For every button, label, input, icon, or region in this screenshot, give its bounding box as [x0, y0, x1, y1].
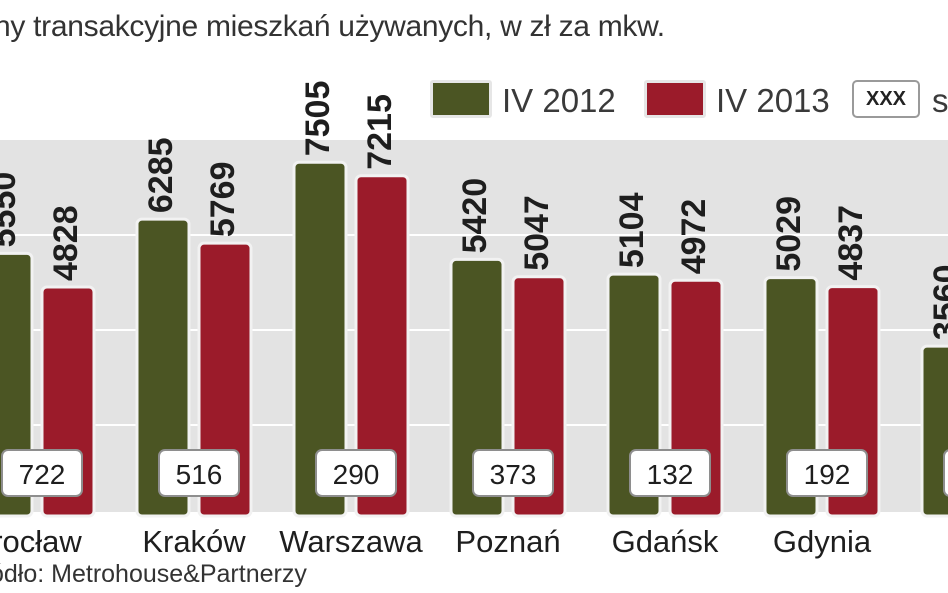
- bar-value-label: 5769: [204, 162, 242, 238]
- count-boxes: 7225162903731321921: [1, 449, 948, 497]
- category-label: Warszawa: [279, 524, 423, 559]
- bar-value-label: 5029: [770, 196, 808, 272]
- count-box-value: 132: [647, 459, 694, 490]
- legend-label-2013: IV 2013: [716, 82, 830, 119]
- bar-value-label: 7215: [361, 94, 399, 170]
- count-box: [786, 449, 868, 497]
- bar-value-label: 7505: [299, 81, 337, 157]
- category-label: Poznań: [455, 524, 560, 559]
- count-box-value: 373: [490, 459, 537, 490]
- category-label: Gdynia: [773, 524, 872, 559]
- legend-box-label: s: [932, 82, 948, 119]
- bar-2012: [135, 217, 191, 518]
- legend: IV 2012 IV 2013 XXX s: [0, 0, 948, 140]
- count-box: [158, 449, 240, 497]
- bar-value-label: 5550: [0, 172, 23, 248]
- count-box: [629, 449, 711, 497]
- legend-label-2012: IV 2012: [502, 82, 616, 119]
- bar-2013: [354, 174, 410, 518]
- value-labels: 5550 4828 6285 5769 7505 7215 5420 5047 5104 4972…: [0, 81, 948, 340]
- count-box-value: 516: [176, 459, 223, 490]
- bar-2012: [292, 160, 348, 518]
- bar-value-label: 3560: [927, 264, 948, 340]
- legend-box-sample: XXX: [852, 80, 920, 118]
- count-box: [472, 449, 554, 497]
- category-labels: rocławKrakówWarszawaPoznańGdańskGdyniaŁ: [0, 524, 872, 559]
- count-box: [1, 449, 83, 497]
- bar-value-label: 4972: [675, 199, 713, 275]
- count-box: [315, 449, 397, 497]
- legend-swatch-2012: [430, 80, 492, 118]
- count-box-value: 722: [19, 459, 66, 490]
- category-label: Kraków: [142, 524, 246, 559]
- count-box-value: 290: [333, 459, 380, 490]
- bar-value-label: 4837: [832, 205, 870, 281]
- bar-2013: [197, 241, 253, 518]
- category-label: Gdańsk: [612, 524, 719, 559]
- bar-value-label: 5104: [613, 192, 651, 268]
- count-box-value: 192: [804, 459, 851, 490]
- category-label: rocław: [0, 524, 82, 559]
- bar-value-label: 5047: [518, 195, 556, 271]
- bar-value-label: 4828: [47, 205, 85, 281]
- legend-swatch-2013: [644, 80, 706, 118]
- source-note: ódło: Metrohouse&Partnerzy: [0, 560, 307, 588]
- chart-title: ny transakcyjne mieszkań używanych, w zł…: [0, 10, 665, 43]
- bar-2012: [920, 344, 948, 518]
- bar-value-label: 6285: [142, 137, 180, 213]
- count-box: [943, 449, 948, 497]
- bar-value-label: 5420: [456, 178, 494, 254]
